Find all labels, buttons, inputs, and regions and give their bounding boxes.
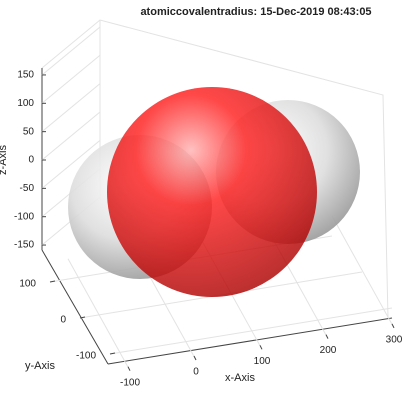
z-tick-label: 0 [28,155,34,166]
tick-mark [325,334,329,339]
z-tick-label: -150 [14,240,34,251]
tick-mark [193,355,197,361]
z-axis-label: z-Axis [0,145,9,175]
grid-line [41,54,101,104]
y-tick-label: -100 [76,351,96,362]
tick-mark [391,323,395,329]
grid-line [109,307,393,355]
x-tick-label: -100 [120,377,140,388]
x-tick-label: 300 [386,335,403,346]
y-tick-label: 100 [19,279,36,290]
tick-mark [127,366,131,371]
oxygen-atom [107,87,317,297]
grid-line [41,26,101,76]
y-axis-line [41,249,109,365]
tick-mark [109,352,116,355]
tick-mark [259,345,263,350]
x-axis-line [107,317,393,365]
z-tick-label: 150 [17,70,34,81]
axes-box [41,19,393,365]
z-tick-label: 50 [23,126,35,137]
back-edge [41,19,389,319]
z-tick-label: -100 [14,211,34,222]
x-tick-label: 0 [193,367,199,378]
grid-line [41,139,101,189]
grid-line [41,111,101,161]
chart-title: atomiccovalentradius: 15-Dec-2019 08:43:… [140,6,371,18]
tick-mark [79,316,86,319]
x-axis-label: x-Axis [225,372,255,384]
grid-line [41,83,101,133]
x-tick-label: 200 [320,345,337,356]
tick-mark [49,280,56,283]
z-tick-label: 100 [17,98,34,109]
y-axis-label: y-Axis [25,360,55,372]
molecule [68,87,360,297]
z-tick-label: -50 [20,183,35,194]
y-tick-label: 0 [60,315,66,326]
x-tick-label: 100 [254,356,271,367]
grid-line [331,215,395,329]
